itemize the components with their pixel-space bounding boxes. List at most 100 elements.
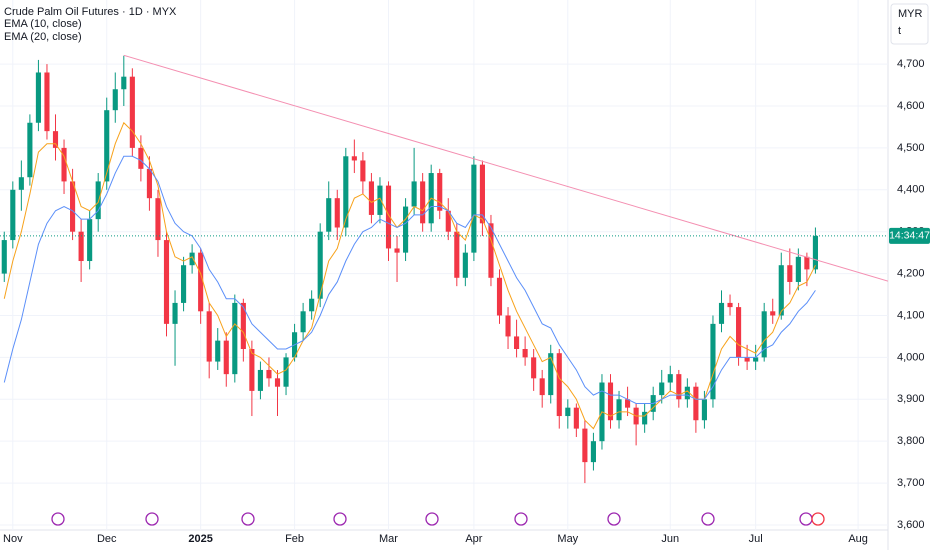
candle-body	[531, 357, 537, 379]
x-tick-label: Apr	[465, 533, 482, 545]
y-tick-label: 3,600	[897, 519, 925, 531]
candle-body	[556, 353, 562, 417]
candle-body	[727, 302, 733, 308]
candle-body	[667, 374, 673, 383]
candle-body	[761, 311, 767, 358]
candle-body	[44, 72, 50, 132]
candle-body	[403, 206, 409, 253]
ema-line	[3, 121, 816, 430]
candle-body	[283, 357, 289, 387]
candle-body	[607, 382, 614, 421]
plot	[0, 54, 888, 484]
candle-body	[1, 240, 7, 274]
candle-body	[693, 386, 699, 421]
event-icon[interactable]	[607, 512, 621, 526]
y-tick-label: 3,700	[897, 477, 925, 489]
event-icon[interactable]	[514, 512, 528, 526]
unit: t	[898, 25, 901, 37]
candle-body	[812, 235, 818, 270]
y-tick-label: 4,100	[897, 309, 925, 321]
candle-body	[215, 340, 221, 362]
candle-body	[753, 357, 759, 362]
candle-body	[505, 315, 511, 337]
y-tick-label: 4,400	[897, 184, 925, 196]
candle-body	[52, 131, 59, 148]
event-icon[interactable]	[425, 512, 439, 526]
candle-body	[710, 323, 716, 400]
candle-body	[146, 168, 152, 199]
candle-body	[309, 298, 315, 312]
currency: MYR	[898, 8, 923, 20]
currency-box[interactable]	[890, 3, 929, 45]
legend-entry: EMA (10, close)	[4, 18, 82, 30]
candle-body	[163, 240, 170, 324]
y-tick-label: 4,200	[897, 267, 925, 279]
countdown-box	[889, 227, 930, 244]
event-icon[interactable]	[145, 512, 159, 526]
candle-body	[129, 76, 135, 148]
axes: 3,6003,7003,8003,9004,0004,1004,2004,300…	[3, 58, 925, 545]
candle-body	[121, 76, 127, 90]
candle-body	[548, 353, 554, 396]
candle-body	[351, 156, 357, 161]
candle-body	[642, 411, 648, 425]
candle-body	[70, 181, 76, 232]
candle-body	[804, 256, 810, 270]
x-tick-label: Feb	[285, 533, 304, 545]
event-icon[interactable]	[701, 512, 715, 526]
event-icon[interactable]	[333, 512, 347, 526]
candle-body	[35, 72, 41, 123]
candle-body	[343, 156, 349, 228]
candle-body	[360, 160, 366, 182]
candle-body	[736, 307, 742, 358]
candle-body	[87, 219, 93, 262]
y-tick-label: 4,600	[897, 100, 925, 112]
candle-body	[479, 164, 485, 224]
y-tick-label: 4,700	[897, 58, 925, 70]
y-tick-label: 3,800	[897, 435, 925, 447]
candle-body	[539, 378, 545, 396]
x-tick-label: May	[557, 533, 578, 545]
candle-body	[138, 147, 144, 169]
x-tick-label: Mar	[379, 533, 398, 545]
candle-body	[326, 198, 332, 232]
candle-body	[795, 256, 801, 282]
y-tick-label: 4,000	[897, 351, 925, 363]
candle-body	[462, 252, 468, 278]
candle-body	[10, 189, 16, 241]
candle-body	[95, 181, 101, 220]
candle-body	[445, 210, 451, 232]
trend-line	[123, 54, 888, 282]
event-icon[interactable]	[799, 512, 813, 526]
candle-body	[787, 265, 793, 282]
candle-body	[274, 378, 281, 387]
candle-body	[232, 302, 238, 375]
candle-body	[394, 248, 400, 253]
legend-entry: EMA (20, close)	[4, 31, 82, 43]
candle-body	[78, 231, 84, 262]
candle-body	[61, 147, 67, 182]
candle-body	[155, 198, 161, 241]
candle-body	[573, 407, 579, 429]
candle-body	[616, 399, 622, 421]
candle-body	[582, 428, 588, 463]
candle-body	[189, 252, 195, 266]
x-tick-label: Aug	[848, 533, 868, 545]
event-icon[interactable]	[241, 512, 255, 526]
candle-body	[385, 185, 392, 249]
candle-body	[590, 441, 596, 463]
candle-body	[625, 399, 631, 408]
event-icon[interactable]	[811, 512, 825, 526]
candle-body	[411, 181, 417, 207]
candle-body	[676, 374, 682, 400]
x-tick-label: Jun	[661, 533, 679, 545]
candle-body	[334, 198, 340, 228]
x-tick-label: 2025	[188, 533, 212, 545]
event-icons	[51, 512, 825, 526]
ema-line	[3, 155, 816, 404]
y-tick-label: 4,500	[897, 142, 925, 154]
candle-body	[240, 302, 246, 350]
x-tick-label: Jul	[749, 533, 763, 545]
event-icon[interactable]	[51, 512, 65, 526]
candle-body	[488, 223, 494, 278]
